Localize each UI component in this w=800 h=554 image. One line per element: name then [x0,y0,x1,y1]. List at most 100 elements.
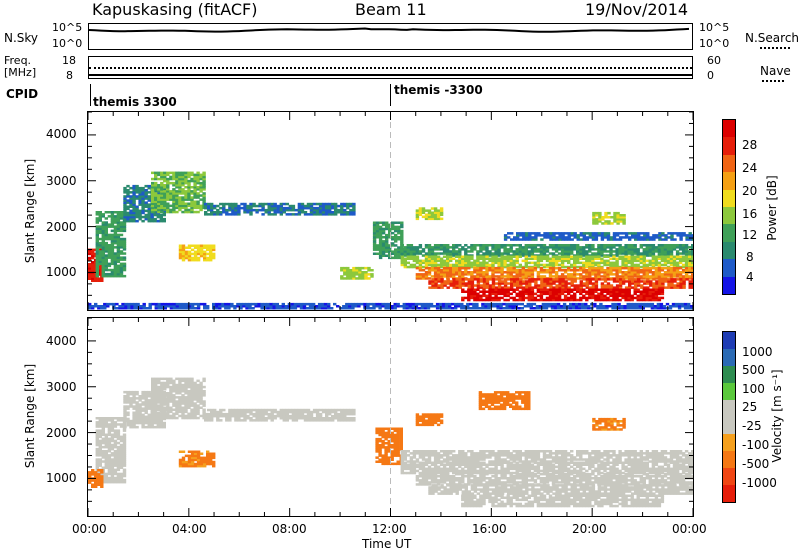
heatmap-cell [163,414,167,418]
heatmap-cell [548,298,553,302]
heatmap-cell [204,213,208,216]
heatmap-cell [582,290,586,293]
heatmap-cell [585,257,589,260]
heatmap-cell [144,417,148,421]
heatmap-cell [681,244,686,247]
heatmap-cell [565,307,570,310]
heatmap-cell [122,423,127,426]
heatmap-cell [199,184,203,187]
heatmap-cell [649,238,653,241]
heatmap-cell [494,278,499,281]
heatmap-cell [110,262,115,266]
heatmap-cell [612,244,616,247]
heatmap-cell [148,305,152,308]
heatmap-cell [516,280,520,283]
heatmap-cell [543,284,547,287]
heatmap-cell [107,264,112,268]
heatmap-cell [243,206,247,210]
heatmap-cell [570,288,574,291]
heatmap-cell [479,266,483,270]
heatmap-cell [107,470,112,474]
heatmap-cell [95,466,99,469]
heatmap-cell [567,282,571,285]
heatmap-cell [639,292,643,296]
heatmap-cell [609,257,613,260]
heatmap-cell [166,381,170,385]
heatmap-cell [436,271,441,274]
heatmap-cell [154,208,158,212]
heatmap-cell [512,263,516,267]
heatmap-cell [302,305,307,308]
heatmap-cell [678,246,683,249]
heatmap-cell [333,302,337,306]
heatmap-cell [650,307,655,310]
heatmap-cell [463,305,467,308]
heatmap-cell [157,414,161,418]
heatmap-cell [561,284,565,287]
heatmap-cell [154,177,158,181]
heatmap-cell [101,439,105,443]
heatmap-cell [533,296,538,300]
heatmap-cell [513,282,517,285]
heatmap-cell [119,450,124,453]
heatmap-cell [503,255,507,258]
heatmap-cell [530,269,535,272]
heatmap-cell [267,204,271,208]
heatmap-cell [528,238,532,241]
heatmap-cell [663,255,668,258]
heatmap-cell [661,234,665,237]
heatmap-cell [606,269,610,272]
heatmap-cell [582,294,586,298]
heatmap-cell [653,305,658,308]
heatmap-cell [476,244,480,247]
heatmap-cell [573,298,577,302]
heatmap-cell [612,257,616,260]
heatmap-cell [570,232,574,235]
heatmap-cell [494,250,498,253]
heatmap-cell [452,271,456,274]
heatmap-cell [122,237,127,241]
heatmap-cell [343,204,347,208]
heatmap-cell [414,302,419,306]
noise-left-tick-top: 10^5 [52,21,83,34]
heatmap-cell [533,244,538,247]
heatmap-cell [433,215,438,219]
heatmap-cell [378,231,383,235]
heatmap-cell [603,246,607,249]
heatmap-cell [597,269,601,272]
heatmap-cell [154,307,158,310]
heatmap-cell [433,209,438,212]
heatmap-cell [642,263,646,267]
heatmap-cell [521,292,525,296]
heatmap-cell [123,199,127,202]
heatmap-cell [510,238,514,241]
heatmap-cell [104,480,108,484]
heatmap-cell [557,298,562,302]
heatmap-cell [488,284,493,287]
heatmap-cell [273,213,277,216]
heatmap-cell [113,260,118,263]
heatmap-cell [503,244,507,247]
heatmap-cell [521,296,525,300]
heatmap-cell [634,282,638,285]
heatmap-cell [204,211,208,214]
heatmap-cell [654,277,659,280]
heatmap-cell [675,271,680,274]
heatmap-cell [138,411,142,414]
heatmap-cell [536,244,541,247]
heatmap-cell [202,184,206,187]
heatmap-cell [135,403,139,406]
heatmap-cell [467,282,471,285]
heatmap-cell [147,205,151,208]
heatmap-cell [560,248,565,251]
heatmap-cell [433,275,438,278]
heatmap-cell [193,177,197,181]
heatmap-cell [539,246,544,249]
heatmap-cell [107,423,112,426]
heatmap-cell [151,398,155,401]
heatmap-cell [116,462,121,465]
heatmap-cell [299,307,304,310]
heatmap-cell [190,256,195,260]
heatmap-cell [570,234,574,237]
heatmap-cell [639,259,643,263]
